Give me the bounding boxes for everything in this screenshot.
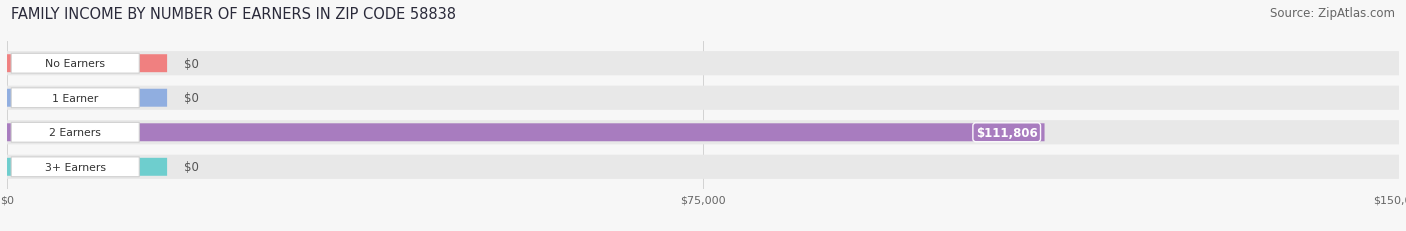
Text: 3+ Earners: 3+ Earners (45, 162, 105, 172)
FancyBboxPatch shape (7, 155, 1399, 179)
Text: $0: $0 (184, 161, 198, 173)
Text: 1 Earner: 1 Earner (52, 93, 98, 103)
FancyBboxPatch shape (11, 123, 139, 143)
FancyBboxPatch shape (7, 158, 167, 176)
Text: $0: $0 (184, 58, 198, 70)
FancyBboxPatch shape (7, 121, 1399, 145)
Text: No Earners: No Earners (45, 59, 105, 69)
FancyBboxPatch shape (11, 54, 139, 74)
FancyBboxPatch shape (7, 124, 1045, 142)
Text: $111,806: $111,806 (976, 126, 1038, 139)
FancyBboxPatch shape (11, 157, 139, 177)
FancyBboxPatch shape (7, 52, 1399, 76)
Text: FAMILY INCOME BY NUMBER OF EARNERS IN ZIP CODE 58838: FAMILY INCOME BY NUMBER OF EARNERS IN ZI… (11, 7, 457, 22)
FancyBboxPatch shape (7, 55, 167, 73)
Text: 2 Earners: 2 Earners (49, 128, 101, 138)
FancyBboxPatch shape (7, 89, 167, 107)
Text: $0: $0 (184, 92, 198, 105)
FancyBboxPatch shape (7, 86, 1399, 110)
Text: Source: ZipAtlas.com: Source: ZipAtlas.com (1270, 7, 1395, 20)
FancyBboxPatch shape (11, 88, 139, 108)
